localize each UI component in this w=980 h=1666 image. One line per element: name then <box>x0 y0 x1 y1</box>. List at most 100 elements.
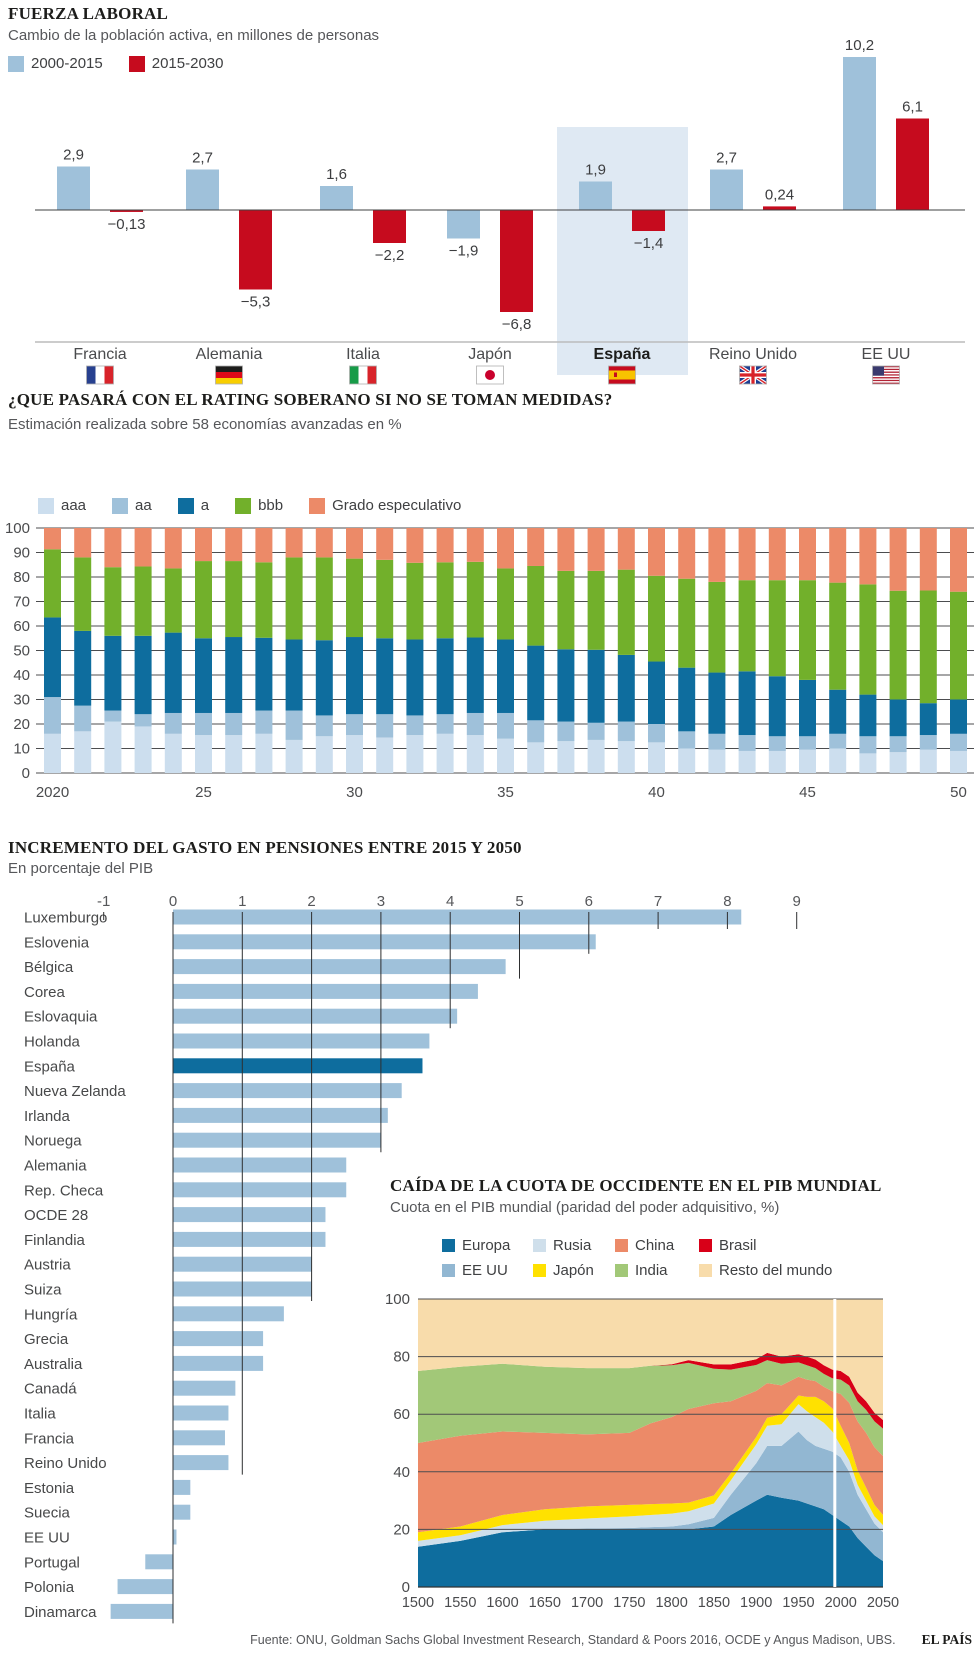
stack-Grado especulativo-2043 <box>738 528 756 581</box>
bar-2000-2015-España <box>579 181 612 210</box>
bar-Australia <box>173 1355 264 1371</box>
value-label: −1,9 <box>449 243 479 260</box>
stack-Grado especulativo-2041 <box>678 528 696 579</box>
x-tick-label: 1600 <box>486 1595 518 1611</box>
legend-swatch-europa <box>442 1239 455 1252</box>
stack-Grado especulativo-2026 <box>225 528 243 562</box>
legend-swatch-brasil <box>699 1239 712 1252</box>
stack-bbb-2021 <box>74 557 92 631</box>
chart4-legend-item: Europa <box>442 1237 533 1254</box>
stack-aa-2043 <box>738 735 756 751</box>
stack-Grado especulativo-2021 <box>74 528 92 558</box>
stack-a-2043 <box>738 671 756 736</box>
legend-swatch-rusia <box>533 1239 546 1252</box>
bar-2000-2015-EE UU <box>843 57 876 210</box>
stack-aa-2050 <box>950 733 967 751</box>
stack-Grado especulativo-2048 <box>889 528 907 591</box>
stack-a-2032 <box>406 639 424 716</box>
stack-aaa-2039 <box>617 741 635 773</box>
stack-Grado especulativo-2036 <box>527 528 545 566</box>
row-label-Dinamarca: Dinamarca <box>24 1604 97 1621</box>
y-tick-label: 60 <box>13 618 30 635</box>
chart1-title: FUERZA LABORAL <box>8 4 169 23</box>
stack-a-2041 <box>678 667 696 732</box>
stack-bbb-2037 <box>557 570 575 650</box>
stack-aa-2048 <box>889 736 907 753</box>
x-axis-label: 7 <box>654 893 662 910</box>
legend-label-japon: Japón <box>553 1262 594 1279</box>
stack-Grado especulativo-2032 <box>406 528 424 563</box>
row-label-Estonia: Estonia <box>24 1480 75 1497</box>
stack-bbb-2042 <box>708 581 726 673</box>
legend-swatch-japon <box>533 1264 546 1277</box>
stack-aaa-2046 <box>829 748 847 773</box>
legend-swatch-bbb <box>235 497 252 514</box>
stack-aa-2047 <box>859 736 877 754</box>
row-label-Irlanda: Irlanda <box>24 1108 71 1125</box>
stack-bbb-2025 <box>195 561 212 639</box>
bar-Dinamarca <box>110 1603 173 1619</box>
row-label-EE UU: EE UU <box>24 1530 70 1547</box>
x-tick-label: 30 <box>346 784 363 801</box>
stack-aaa-2025 <box>195 735 212 773</box>
bar-OCDE 28 <box>173 1207 326 1223</box>
chart2-subtitle: Estimación realizada sobre 58 economías … <box>8 416 402 433</box>
stack-bbb-2029 <box>315 557 333 641</box>
stack-bbb-2047 <box>859 584 877 695</box>
x-tick-label: 1900 <box>740 1595 772 1611</box>
chart3-subtitle: En porcentaje del PIB <box>8 860 154 877</box>
stack-aa-2024 <box>164 712 182 734</box>
stack-aaa-2044 <box>768 750 786 773</box>
legend-swatch-resto <box>699 1264 712 1277</box>
row-label-Alemania: Alemania <box>24 1158 87 1175</box>
flag-gb-icon <box>738 364 768 386</box>
stack-bbb-2035 <box>497 568 514 640</box>
stack-bbb-2036 <box>527 565 545 646</box>
stack-bbb-2040 <box>648 575 665 662</box>
row-label-Corea: Corea <box>24 984 66 1001</box>
stack-aaa-2035 <box>497 738 514 773</box>
stack-aaa-2026 <box>225 735 243 773</box>
stack-aaa-2027 <box>255 733 273 773</box>
legend-label-china: China <box>635 1237 675 1254</box>
stack-a-2039 <box>617 654 635 722</box>
footer: Fuente: ONU, Goldman Sachs Global Invest… <box>0 1632 972 1648</box>
country-label-Japón: Japón <box>468 346 512 363</box>
x-tick-label: 2000 <box>825 1595 857 1611</box>
stack-bbb-2043 <box>738 580 756 672</box>
flag-us-icon <box>872 365 900 385</box>
stack-aaa-2022 <box>104 721 122 773</box>
row-label-Finlandia: Finlandia <box>24 1232 86 1249</box>
bar-2000-2015-Japón <box>447 210 480 239</box>
bar-Corea <box>173 983 478 999</box>
stack-Grado especulativo-2044 <box>768 528 786 581</box>
brand-logo: EL PAÍS <box>921 1632 972 1647</box>
stack-Grado especulativo-2035 <box>497 528 514 569</box>
x-tick-label: 1750 <box>613 1595 645 1611</box>
y-tick-label: 90 <box>13 545 30 562</box>
x-tick-label: 1950 <box>782 1595 814 1611</box>
chart4-legend-item: China <box>615 1237 699 1254</box>
chart4-legend-item: India <box>615 1262 699 1279</box>
stack-aa-2025 <box>195 712 212 736</box>
bar-2015-2030-Reino Unido <box>763 206 796 210</box>
bar-2000-2015-Alemania <box>186 169 219 210</box>
country-label-España: España <box>594 346 651 363</box>
x-axis-label: 9 <box>793 893 801 910</box>
stack-a-2025 <box>195 638 212 713</box>
chart2-legend-item: a <box>177 497 209 514</box>
x-tick-label: 35 <box>497 784 514 801</box>
stack-a-2035 <box>497 639 514 713</box>
highlight-espana <box>557 127 688 375</box>
x-tick-label: 1700 <box>571 1595 603 1611</box>
stack-Grado especulativo-2025 <box>195 528 212 562</box>
row-label-Nueva Zelanda: Nueva Zelanda <box>24 1083 126 1100</box>
bar-Nueva Zelanda <box>173 1083 402 1099</box>
bar-Rep. Checa <box>173 1182 347 1198</box>
stack-aa-2021 <box>74 705 92 732</box>
stack-aaa-2034 <box>466 735 484 773</box>
stack-aaa-2021 <box>74 731 92 773</box>
legend-swatch-china <box>615 1239 628 1252</box>
chart2-title: ¿QUE PASARÁ CON EL RATING SOBERANO SI NO… <box>8 390 613 409</box>
stack-aaa-2030 <box>346 735 363 773</box>
